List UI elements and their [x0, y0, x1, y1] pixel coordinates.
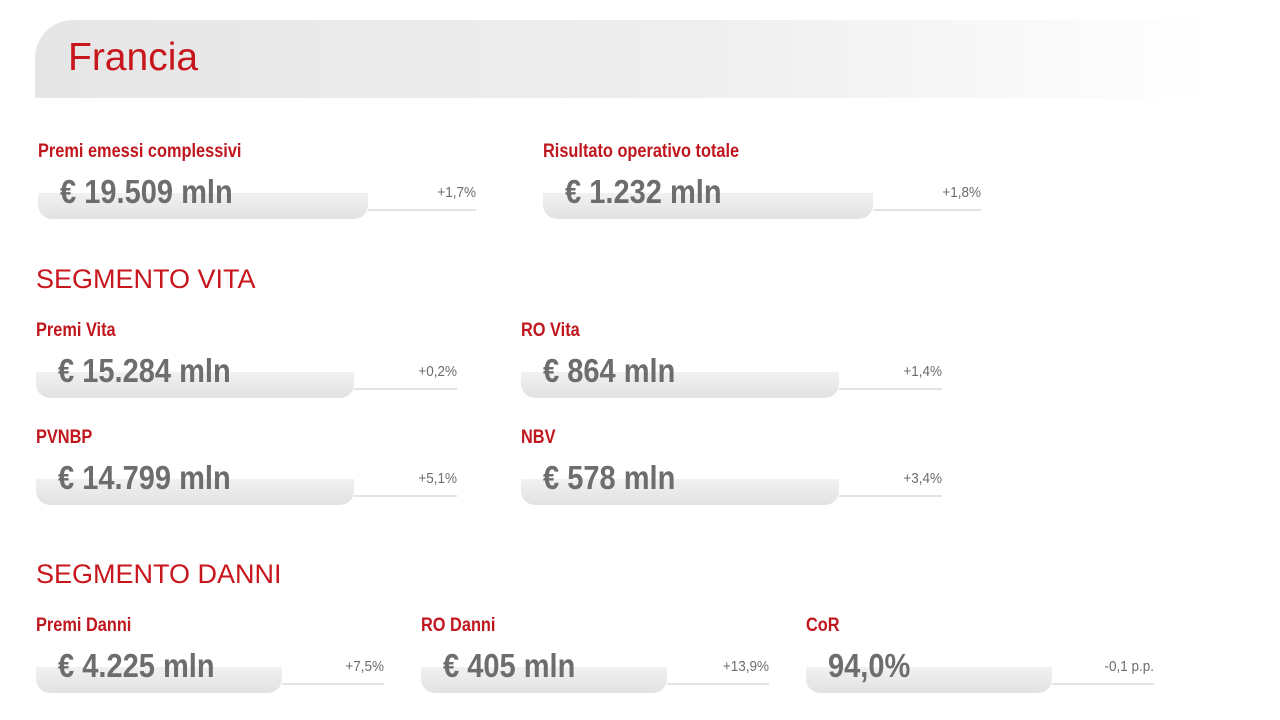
kpi-bar [806, 667, 1052, 693]
kpi-value: € 4.225 mln [58, 647, 215, 684]
kpi-value: € 19.509 mln [60, 173, 233, 210]
kpi-label: Premi Vita [36, 320, 116, 341]
section-title: SEGMENTO VITA [36, 264, 256, 294]
kpi-change: +13,9% [722, 658, 769, 675]
kpi-change: +0,2% [418, 363, 457, 380]
kpi-change: +3,4% [903, 470, 942, 487]
kpi-change: +5,1% [418, 470, 457, 487]
kpi-value: € 15.284 mln [58, 352, 231, 389]
kpi-bar [421, 667, 667, 693]
kpi-rule [873, 209, 981, 211]
kpi-bar [36, 372, 354, 398]
kpi-value: € 14.799 mln [58, 459, 231, 496]
kpi-bar [521, 479, 839, 505]
kpi-bar [543, 193, 873, 219]
kpi-bar [521, 372, 839, 398]
kpi-value: 94,0% [828, 647, 911, 684]
kpi-change: -0,1 p.p. [1104, 658, 1154, 675]
kpi-label: RO Vita [521, 320, 580, 341]
kpi-bar [38, 193, 368, 219]
header-banner [35, 20, 1215, 98]
kpi-rule [839, 495, 942, 497]
kpi-change: +1,8% [942, 184, 981, 201]
kpi-value: € 578 mln [543, 459, 676, 496]
kpi-rule [1052, 683, 1154, 685]
kpi-value: € 1.232 mln [565, 173, 722, 210]
kpi-rule [667, 683, 769, 685]
kpi-rule [354, 388, 457, 390]
kpi-bar [36, 667, 282, 693]
kpi-value: € 864 mln [543, 352, 676, 389]
kpi-label: Risultato operativo totale [543, 141, 740, 162]
kpi-label: Premi Danni [36, 615, 132, 636]
kpi-label: NBV [521, 427, 556, 448]
kpi-value: € 405 mln [443, 647, 576, 684]
kpi-label: PVNBP [36, 427, 93, 448]
kpi-change: +1,7% [437, 184, 476, 201]
kpi-rule [839, 388, 942, 390]
kpi-label: CoR [806, 615, 840, 636]
kpi-bar [36, 479, 354, 505]
kpi-rule [354, 495, 457, 497]
kpi-change: +7,5% [345, 658, 384, 675]
section-title: SEGMENTO DANNI [36, 559, 282, 589]
page-title: Francia [68, 36, 199, 79]
kpi-change: +1,4% [903, 363, 942, 380]
kpi-label: Premi emessi complessivi [38, 141, 242, 162]
kpi-rule [368, 209, 476, 211]
kpi-label: RO Danni [421, 615, 496, 636]
kpi-rule [282, 683, 384, 685]
